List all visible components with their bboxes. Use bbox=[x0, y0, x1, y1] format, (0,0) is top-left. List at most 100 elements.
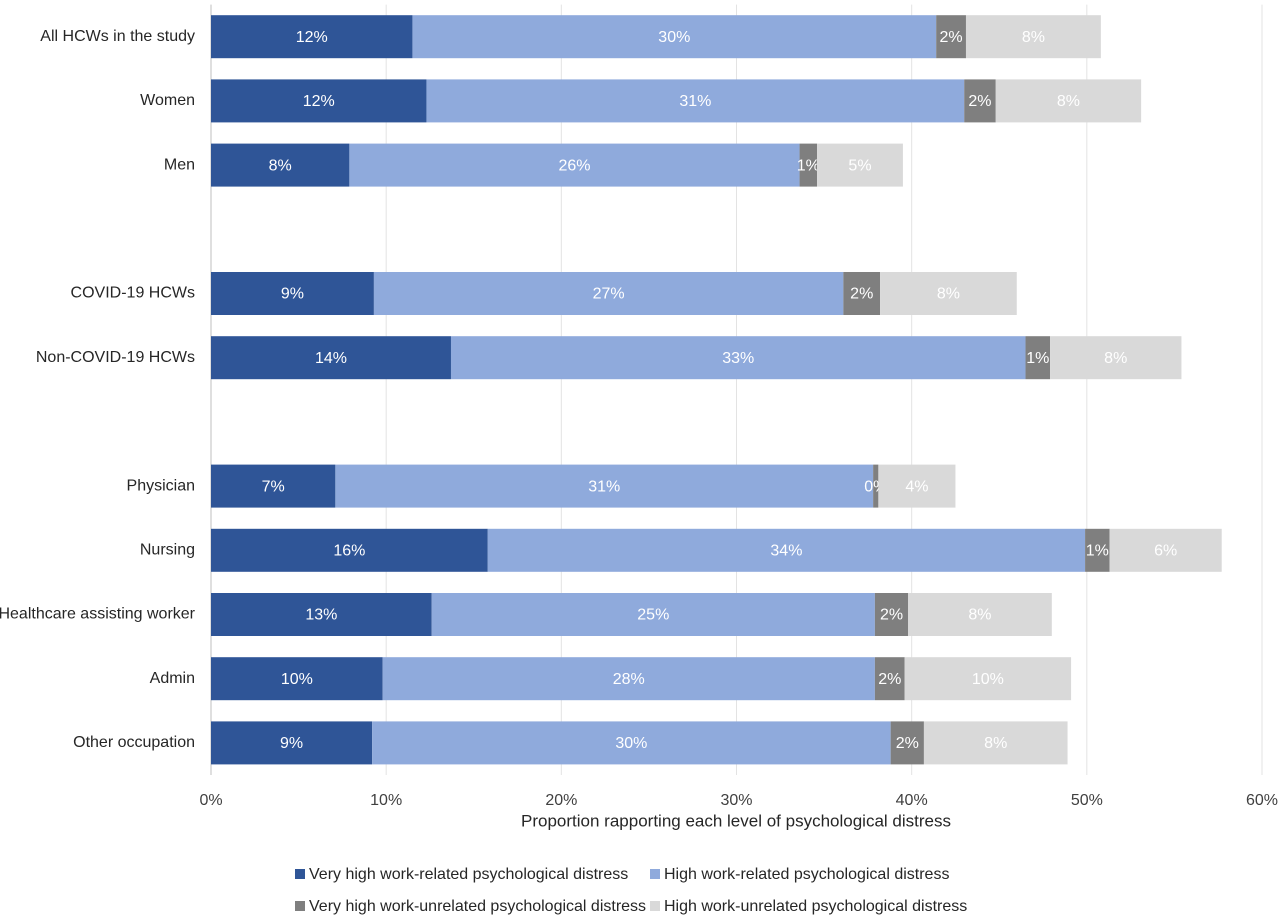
legend-label: High work-unrelated psychological distre… bbox=[664, 898, 967, 915]
bar-segment bbox=[1025, 336, 1051, 380]
value-label: 4% bbox=[905, 478, 928, 495]
bar-segment bbox=[936, 15, 966, 59]
x-tick-label: 0% bbox=[199, 792, 222, 809]
bar-segment bbox=[211, 721, 373, 765]
value-label: 2% bbox=[968, 93, 991, 110]
y-tick-label: Physician bbox=[127, 477, 195, 494]
bar-segment bbox=[426, 79, 965, 123]
bar-segment bbox=[878, 464, 956, 508]
bar-segment bbox=[335, 464, 874, 508]
bar-segment bbox=[412, 15, 937, 59]
value-label: 30% bbox=[615, 735, 647, 752]
value-label: 8% bbox=[984, 735, 1007, 752]
value-label: 31% bbox=[679, 93, 711, 110]
bar-segment bbox=[995, 79, 1142, 123]
bar-segment bbox=[211, 79, 427, 123]
bar-segment bbox=[908, 593, 1052, 636]
value-label: 31% bbox=[588, 478, 620, 495]
y-tick-label: Women bbox=[140, 92, 195, 109]
bar-segment bbox=[843, 272, 881, 315]
value-label: 1% bbox=[1086, 543, 1109, 560]
bar-segment bbox=[372, 721, 891, 765]
value-label: 26% bbox=[558, 157, 590, 174]
value-label: 27% bbox=[593, 286, 625, 303]
bar-segment bbox=[211, 272, 374, 315]
y-tick-label: All HCWs in the study bbox=[40, 28, 195, 45]
bar-segment bbox=[874, 657, 905, 701]
value-label: 2% bbox=[940, 29, 963, 46]
value-label: 9% bbox=[280, 735, 303, 752]
value-label: 16% bbox=[333, 543, 365, 560]
value-label: 8% bbox=[1104, 350, 1127, 367]
x-axis-title: Proportion rapporting each level of psyc… bbox=[521, 811, 951, 830]
bar-segment bbox=[873, 464, 879, 508]
value-label: 8% bbox=[269, 157, 292, 174]
y-tick-label: Admin bbox=[150, 670, 195, 687]
x-tick-label: 30% bbox=[720, 792, 752, 809]
bar-segment bbox=[211, 593, 432, 636]
y-tick-label: Nursing bbox=[140, 542, 195, 559]
bar-segment bbox=[923, 721, 1068, 765]
bar-segment bbox=[817, 143, 903, 187]
bar-segment bbox=[964, 79, 996, 123]
value-label: 12% bbox=[296, 29, 328, 46]
bar-segment bbox=[373, 272, 844, 315]
x-tick-label: 10% bbox=[370, 792, 402, 809]
value-label: 30% bbox=[658, 29, 690, 46]
value-label: 6% bbox=[1154, 543, 1177, 560]
legend-swatch bbox=[650, 901, 660, 911]
bar-segment bbox=[890, 721, 924, 765]
value-label: 10% bbox=[972, 671, 1004, 688]
value-label: 5% bbox=[848, 157, 871, 174]
bar-segment bbox=[211, 15, 413, 59]
bar-segment bbox=[904, 657, 1072, 701]
legend-swatch bbox=[295, 901, 305, 911]
value-label: 8% bbox=[968, 607, 991, 624]
legend-label: Very high work-unrelated psychological d… bbox=[309, 898, 646, 915]
y-tick-label: Other occupation bbox=[73, 734, 195, 751]
bar-segment bbox=[880, 272, 1017, 315]
value-label: 2% bbox=[880, 607, 903, 624]
legend-label: Very high work-related psychological dis… bbox=[309, 866, 628, 883]
value-label: 1% bbox=[1026, 350, 1049, 367]
value-label: 8% bbox=[937, 286, 960, 303]
legend-swatch bbox=[295, 869, 305, 879]
value-label: 10% bbox=[281, 671, 313, 688]
bar-segment bbox=[965, 15, 1101, 59]
value-label: 2% bbox=[878, 671, 901, 688]
bar-segment bbox=[211, 528, 488, 572]
value-label: 7% bbox=[262, 478, 285, 495]
bar-segment bbox=[211, 143, 350, 187]
x-tick-label: 50% bbox=[1071, 792, 1103, 809]
y-tick-label: COVID-19 HCWs bbox=[71, 285, 195, 302]
value-label: 28% bbox=[613, 671, 645, 688]
bar-segment bbox=[1050, 336, 1182, 380]
value-label: 2% bbox=[850, 286, 873, 303]
value-label: 8% bbox=[1057, 93, 1080, 110]
legend-label: High work-related psychological distress bbox=[664, 866, 949, 883]
bar-segment bbox=[487, 528, 1086, 572]
legend-swatch bbox=[650, 869, 660, 879]
value-label: 12% bbox=[303, 93, 335, 110]
x-tick-label: 40% bbox=[896, 792, 928, 809]
bar-segment bbox=[211, 464, 336, 508]
bar-segment bbox=[382, 657, 875, 701]
value-label: 8% bbox=[1022, 29, 1045, 46]
x-tick-label: 20% bbox=[545, 792, 577, 809]
value-label: 9% bbox=[281, 286, 304, 303]
y-tick-label: Healthcare assisting worker bbox=[0, 606, 196, 623]
bar-segment bbox=[211, 336, 451, 380]
bar-segment bbox=[431, 593, 875, 636]
bar-segment bbox=[1109, 528, 1222, 572]
bar-segment bbox=[349, 143, 800, 187]
value-label: 2% bbox=[896, 735, 919, 752]
x-tick-label: 60% bbox=[1246, 792, 1278, 809]
value-label: 14% bbox=[315, 350, 347, 367]
value-label: 1% bbox=[797, 157, 820, 174]
value-label: 33% bbox=[722, 350, 754, 367]
value-label: 13% bbox=[305, 607, 337, 624]
bar-segment bbox=[211, 657, 383, 701]
value-label: 25% bbox=[637, 607, 669, 624]
bar-segment bbox=[450, 336, 1026, 380]
